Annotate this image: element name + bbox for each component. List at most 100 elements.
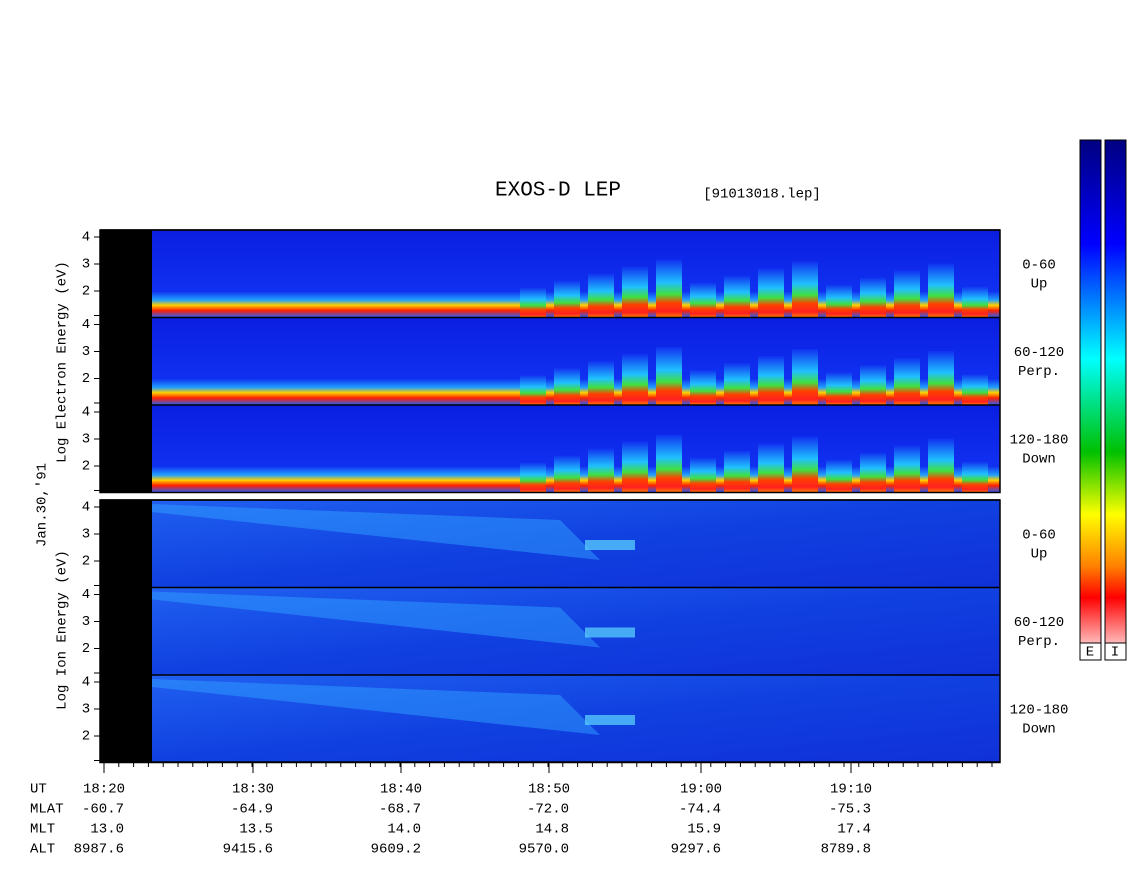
activity-patch bbox=[894, 270, 920, 318]
row-value: 8789.8 bbox=[821, 842, 871, 858]
activity-patch bbox=[724, 450, 750, 493]
colorbar-label-box bbox=[1104, 642, 1127, 661]
y-tick-label: 4 bbox=[82, 500, 90, 516]
y-tick-label: 4 bbox=[82, 317, 90, 333]
row-value: 9297.6 bbox=[671, 842, 721, 858]
panel-frame bbox=[99, 229, 1001, 494]
panel-direction: Perp. bbox=[1018, 364, 1060, 380]
activity-patch bbox=[860, 365, 886, 405]
colorbar-label: I bbox=[1111, 645, 1119, 661]
activity-patch bbox=[622, 266, 648, 318]
data-gap bbox=[100, 500, 152, 588]
activity-patch bbox=[826, 284, 852, 318]
row-value: -72.0 bbox=[527, 802, 569, 818]
activity-patch bbox=[792, 261, 818, 318]
activity-patch bbox=[894, 358, 920, 405]
row-name: MLAT bbox=[30, 802, 64, 818]
row-value: 19:10 bbox=[830, 782, 872, 798]
row-value: 15.9 bbox=[687, 822, 721, 838]
y-tick-label: 4 bbox=[82, 230, 90, 246]
row-value: 19:00 bbox=[680, 782, 722, 798]
activity-patch bbox=[826, 372, 852, 405]
activity-patch bbox=[588, 448, 614, 493]
row-value: 18:30 bbox=[232, 782, 274, 798]
panel-range: 0-60 bbox=[1022, 528, 1056, 544]
file-name: [91013018.lep] bbox=[703, 187, 821, 203]
row-value: 18:20 bbox=[83, 782, 125, 798]
y-tick-label: 4 bbox=[82, 405, 90, 421]
row-value: 14.0 bbox=[387, 822, 421, 838]
ion-feature bbox=[152, 591, 600, 648]
activity-patch bbox=[758, 443, 784, 493]
activity-patch bbox=[928, 263, 954, 318]
ion-feature bbox=[152, 679, 600, 735]
panel-direction: Down bbox=[1022, 452, 1056, 468]
activity-patch bbox=[520, 462, 546, 493]
activity-patch bbox=[690, 370, 716, 405]
colorbar-e bbox=[1079, 139, 1102, 661]
activity-patch bbox=[588, 273, 614, 318]
data-gap bbox=[100, 317, 152, 405]
row-value: 8987.6 bbox=[74, 842, 124, 858]
activity-patch bbox=[622, 354, 648, 405]
row-value: -75.3 bbox=[829, 802, 871, 818]
row-value: -64.9 bbox=[231, 802, 273, 818]
row-value: 17.4 bbox=[837, 822, 871, 838]
row-value: 18:50 bbox=[528, 782, 570, 798]
y-tick-label: 3 bbox=[82, 527, 90, 543]
row-value: -74.4 bbox=[679, 802, 721, 818]
activity-patch bbox=[622, 441, 648, 493]
y-tick-label: 2 bbox=[82, 371, 90, 387]
activity-patch bbox=[724, 275, 750, 318]
panel-range: 60-120 bbox=[1014, 345, 1064, 361]
panel-range: 0-60 bbox=[1022, 258, 1056, 274]
row-name: MLT bbox=[30, 822, 55, 838]
data-gap bbox=[100, 675, 152, 763]
row-value: 13.5 bbox=[239, 822, 273, 838]
electron-axis-label: Log Electron Energy (eV) bbox=[55, 261, 71, 463]
data-gap bbox=[100, 587, 152, 675]
panel-direction: Perp. bbox=[1018, 634, 1060, 650]
row-value: -60.7 bbox=[82, 802, 124, 818]
row-value: 9415.6 bbox=[223, 842, 273, 858]
panel-direction: Up bbox=[1031, 547, 1048, 563]
activity-patch bbox=[690, 457, 716, 493]
activity-patch bbox=[656, 259, 682, 318]
colorbar-i bbox=[1104, 139, 1127, 661]
data-gap bbox=[100, 230, 152, 318]
row-value: 13.0 bbox=[90, 822, 124, 838]
panel-range: 60-120 bbox=[1014, 615, 1064, 631]
activity-patch bbox=[690, 282, 716, 318]
row-value: 14.8 bbox=[535, 822, 569, 838]
activity-patch bbox=[724, 363, 750, 405]
y-tick-label: 4 bbox=[82, 587, 90, 603]
row-value: -68.7 bbox=[379, 802, 421, 818]
ion-feature bbox=[585, 715, 635, 725]
colorbar-label: E bbox=[1086, 645, 1094, 661]
activity-patch bbox=[792, 436, 818, 493]
activity-patch bbox=[758, 268, 784, 318]
activity-patch bbox=[962, 286, 988, 318]
activity-patch bbox=[860, 452, 886, 493]
y-tick-label: 3 bbox=[82, 614, 90, 630]
y-tick-label: 2 bbox=[82, 554, 90, 570]
colorbar-label-box bbox=[1079, 642, 1102, 661]
activity-patch bbox=[894, 445, 920, 493]
activity-patch bbox=[656, 347, 682, 405]
activity-patch bbox=[962, 461, 988, 493]
panel-direction: Up bbox=[1031, 277, 1048, 293]
activity-patch bbox=[928, 351, 954, 405]
activity-patch bbox=[520, 287, 546, 318]
ion-feature bbox=[152, 504, 600, 560]
activity-patch bbox=[860, 277, 886, 318]
ion-feature bbox=[585, 627, 635, 638]
activity-patch bbox=[520, 375, 546, 405]
data-gap bbox=[100, 405, 152, 493]
ion-feature bbox=[585, 540, 635, 550]
date: Jan.30,'91 bbox=[35, 463, 51, 547]
activity-patch bbox=[554, 368, 580, 405]
row-name: UT bbox=[30, 782, 47, 798]
title: EXOS-D LEP bbox=[495, 180, 621, 203]
panel-range: 120-180 bbox=[1010, 433, 1069, 449]
y-tick-label: 3 bbox=[82, 432, 90, 448]
